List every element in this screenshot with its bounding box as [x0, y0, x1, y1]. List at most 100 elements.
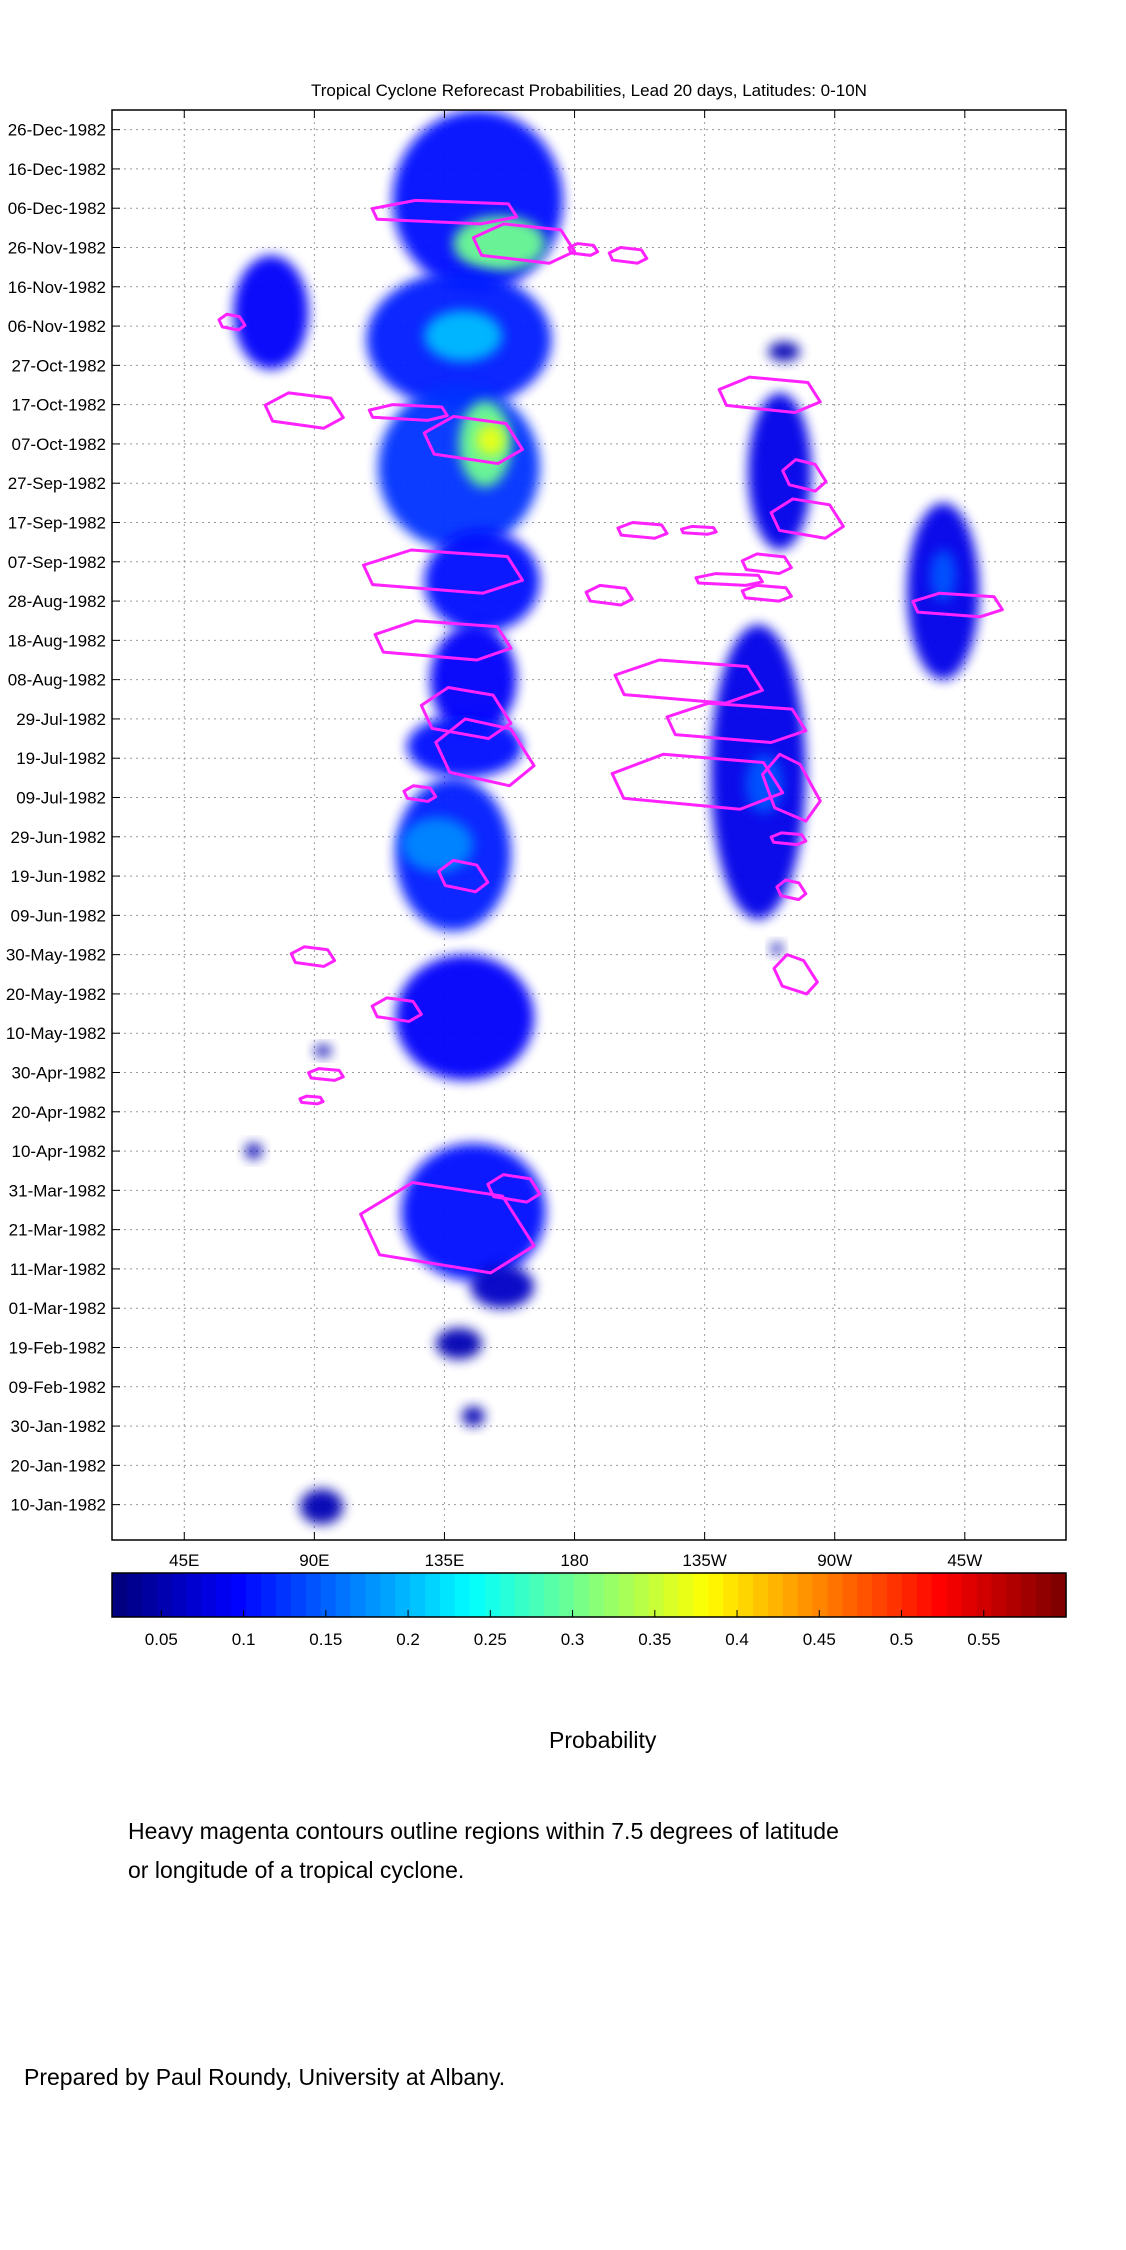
y-tick-label: 31-Mar-1982: [9, 1181, 106, 1200]
y-tick-label: 07-Sep-1982: [8, 553, 106, 572]
colorbar-swatch: [663, 1573, 680, 1617]
y-tick-label: 20-Jan-1982: [11, 1456, 106, 1475]
probability-blob: [244, 1143, 263, 1159]
colorbar-swatch: [1051, 1573, 1067, 1617]
y-tick-label: 07-Oct-1982: [12, 435, 107, 454]
y-tick-label: 06-Dec-1982: [8, 199, 106, 218]
cyclone-contour: [584, 583, 634, 607]
y-tick-label: 17-Sep-1982: [8, 514, 106, 533]
cyclone-contour: [486, 1173, 542, 1204]
probability-blob: [430, 624, 517, 735]
y-tick-label: 20-Apr-1982: [11, 1103, 106, 1122]
y-tick-label: 19-Jul-1982: [16, 749, 106, 768]
cyclone-contour: [471, 222, 577, 265]
probability-blob: [748, 392, 812, 550]
credit-line: Prepared by Paul Roundy, University at A…: [24, 2064, 506, 2090]
colorbar-swatch: [931, 1573, 948, 1617]
probability-blob: [406, 715, 523, 778]
y-tick-label: 17-Oct-1982: [12, 396, 107, 415]
y-tick-label: 21-Mar-1982: [9, 1221, 106, 1240]
x-tick-label: 45E: [169, 1551, 199, 1570]
probability-blob: [745, 754, 783, 814]
colorbar-swatch: [529, 1573, 545, 1617]
colorbar-swatch: [767, 1573, 784, 1617]
colorbar-tick-label: 0.55: [967, 1630, 1000, 1649]
y-tick-label: 09-Feb-1982: [9, 1378, 106, 1397]
x-tick-label: 135W: [682, 1551, 726, 1570]
colorbar-swatch: [618, 1573, 635, 1617]
colorbar-swatch: [857, 1573, 873, 1617]
colorbar: 0.05 0.1 0.15 0.2 0.25 0.3 0.35 0.4 0.45 0.5 0.55: [111, 1572, 1067, 1649]
cyclone-contour: [772, 953, 819, 996]
y-tick-label: 10-Apr-1982: [11, 1142, 106, 1161]
y-tick-label: 26-Dec-1982: [8, 121, 106, 140]
colorbar-swatch: [201, 1573, 217, 1617]
cyclone-contour: [610, 752, 785, 811]
y-tick-label: 27-Sep-1982: [8, 474, 106, 493]
cyclone-contour: [769, 831, 808, 847]
cyclone-contour: [298, 1094, 325, 1106]
y-tick-label: 20-May-1982: [6, 985, 106, 1004]
colorbar-swatch: [976, 1573, 993, 1617]
colorbar-swatch: [902, 1573, 918, 1617]
y-tick-label: 10-Jan-1982: [11, 1496, 106, 1515]
colorbar-swatch: [872, 1573, 888, 1617]
cyclone-contour: [263, 391, 345, 430]
colorbar-swatch: [693, 1573, 709, 1617]
colorbar-swatch: [186, 1573, 203, 1617]
cyclone-contour: [760, 752, 822, 823]
colorbar-swatch: [261, 1573, 277, 1617]
colorbar-swatch: [469, 1573, 486, 1617]
colorbar-swatch: [231, 1573, 247, 1617]
colorbar-swatch: [335, 1573, 352, 1617]
y-tick-label: 01-Mar-1982: [9, 1299, 106, 1318]
colorbar-tick-label: 0.1: [232, 1630, 256, 1649]
colorbar-swatch: [887, 1573, 903, 1617]
probability-blob: [314, 1045, 332, 1057]
colorbar-swatch: [603, 1573, 620, 1617]
cyclone-contour: [373, 619, 513, 662]
cyclone-contour: [422, 414, 525, 466]
y-tick-label: 30-Apr-1982: [11, 1064, 106, 1083]
colorbar-swatch: [395, 1573, 411, 1617]
colorbar-swatch: [1006, 1573, 1022, 1617]
colorbar-swatch: [171, 1573, 188, 1617]
y-tick-label: 26-Nov-1982: [8, 239, 106, 258]
colorbar-tick-label: 0.15: [309, 1630, 342, 1649]
colorbar-swatch: [708, 1573, 724, 1617]
colorbar-swatch: [499, 1573, 516, 1617]
y-tick-label: 16-Dec-1982: [8, 160, 106, 179]
y-tick-label: 29-Jun-1982: [11, 828, 106, 847]
y-tick-label: 06-Nov-1982: [8, 317, 106, 336]
probability-blob: [299, 1488, 344, 1525]
colorbar-swatch: [589, 1573, 605, 1617]
colorbar-swatch: [1021, 1573, 1037, 1617]
cyclone-contour: [775, 878, 808, 902]
cyclone-contour: [740, 583, 793, 603]
cyclone-contour: [740, 552, 793, 576]
y-tick-label: 27-Oct-1982: [12, 356, 107, 375]
probability-blob: [395, 954, 535, 1081]
chart-title: Tropical Cyclone Reforecast Probabilitie…: [311, 81, 867, 100]
probability-blob: [476, 424, 506, 456]
colorbar-swatch: [156, 1573, 173, 1617]
colorbar-swatch: [559, 1573, 575, 1617]
colorbar-swatch: [782, 1573, 799, 1617]
cyclone-contour: [567, 242, 600, 257]
contour-note-line-2: or longitude of a tropical cyclone.: [128, 1857, 465, 1883]
contour-note-line-1: Heavy magenta contours outline regions w…: [128, 1818, 839, 1844]
y-tick-label: 19-Jun-1982: [11, 867, 106, 886]
cyclone-contour: [616, 521, 669, 540]
x-tick-label: 180: [560, 1551, 588, 1570]
cyclone-contour: [370, 198, 519, 226]
x-tick-label: 45W: [947, 1551, 982, 1570]
colorbar-swatch: [797, 1573, 814, 1617]
x-tick-label: 135E: [425, 1551, 465, 1570]
colorbar-swatch: [320, 1573, 337, 1617]
colorbar-swatch: [380, 1573, 396, 1617]
probability-blob: [470, 1265, 535, 1309]
cyclone-contour: [434, 717, 536, 788]
y-tick-label: 16-Nov-1982: [8, 278, 106, 297]
colorbar-swatch: [633, 1573, 650, 1617]
